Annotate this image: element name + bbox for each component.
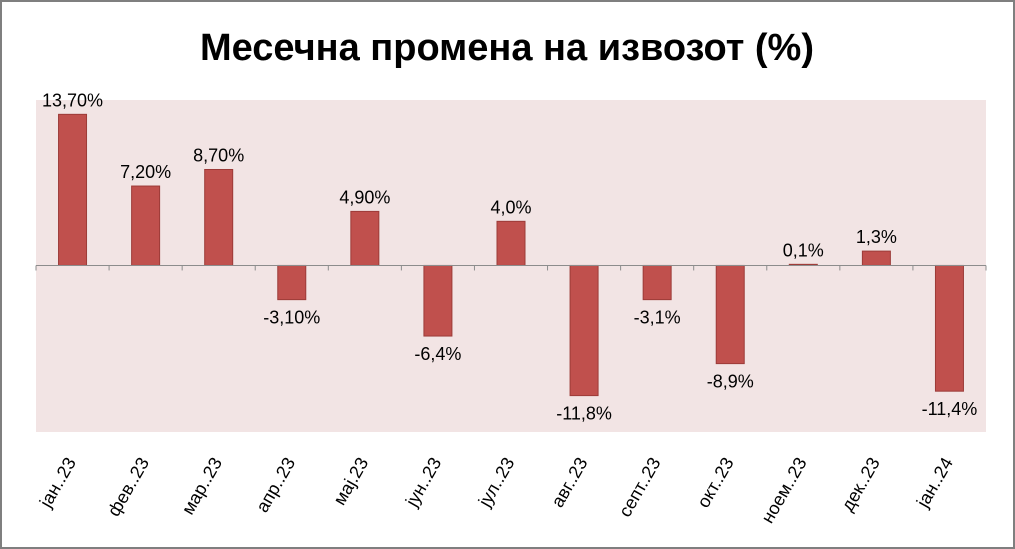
bar xyxy=(423,264,453,337)
plot-area xyxy=(36,100,986,432)
data-label: 1,3% xyxy=(856,227,897,247)
x-tick-label: ноем..23 xyxy=(757,454,811,527)
x-tick-label: мај.23 xyxy=(329,454,372,509)
bar xyxy=(350,210,380,266)
bar xyxy=(131,185,161,266)
x-tick-label: дек..23 xyxy=(837,454,884,515)
x-tick-label: окт..23 xyxy=(693,454,738,511)
x-tick-label: јан..24 xyxy=(912,454,957,512)
x-tick-label: јул..23 xyxy=(474,454,518,511)
data-label: -11,8% xyxy=(556,404,612,424)
data-label: 0,1% xyxy=(783,240,824,260)
x-tick-label: фев..23 xyxy=(104,454,154,520)
bar xyxy=(861,250,891,266)
bar xyxy=(496,220,526,266)
bar xyxy=(569,264,599,397)
bar xyxy=(277,264,307,301)
x-tick-label: апр..23 xyxy=(252,454,299,516)
data-label: 4,0% xyxy=(490,197,531,217)
data-label: 8,70% xyxy=(193,145,244,165)
data-label: 13,70% xyxy=(42,90,103,110)
data-label: -11,4% xyxy=(922,399,978,419)
bar xyxy=(642,264,672,301)
chart-title: Месечна промена на извозот (%) xyxy=(200,27,814,69)
x-tick-label: мар..23 xyxy=(178,454,227,518)
x-tick-label: јан..23 xyxy=(35,454,80,512)
data-label: -6,4% xyxy=(414,344,461,364)
data-label: 7,20% xyxy=(120,162,171,182)
bar xyxy=(58,113,88,266)
bar xyxy=(934,264,964,392)
bar xyxy=(715,264,745,365)
data-label: -8,9% xyxy=(707,372,754,392)
bar xyxy=(204,168,234,266)
data-label: -3,1% xyxy=(634,308,681,328)
data-label: -3,10% xyxy=(263,308,320,328)
data-label: 4,90% xyxy=(339,187,390,207)
x-tick-label: септ..23 xyxy=(615,454,665,520)
x-tick-label: јун..23 xyxy=(401,454,445,511)
x-tick-label: авг..23 xyxy=(547,454,591,511)
